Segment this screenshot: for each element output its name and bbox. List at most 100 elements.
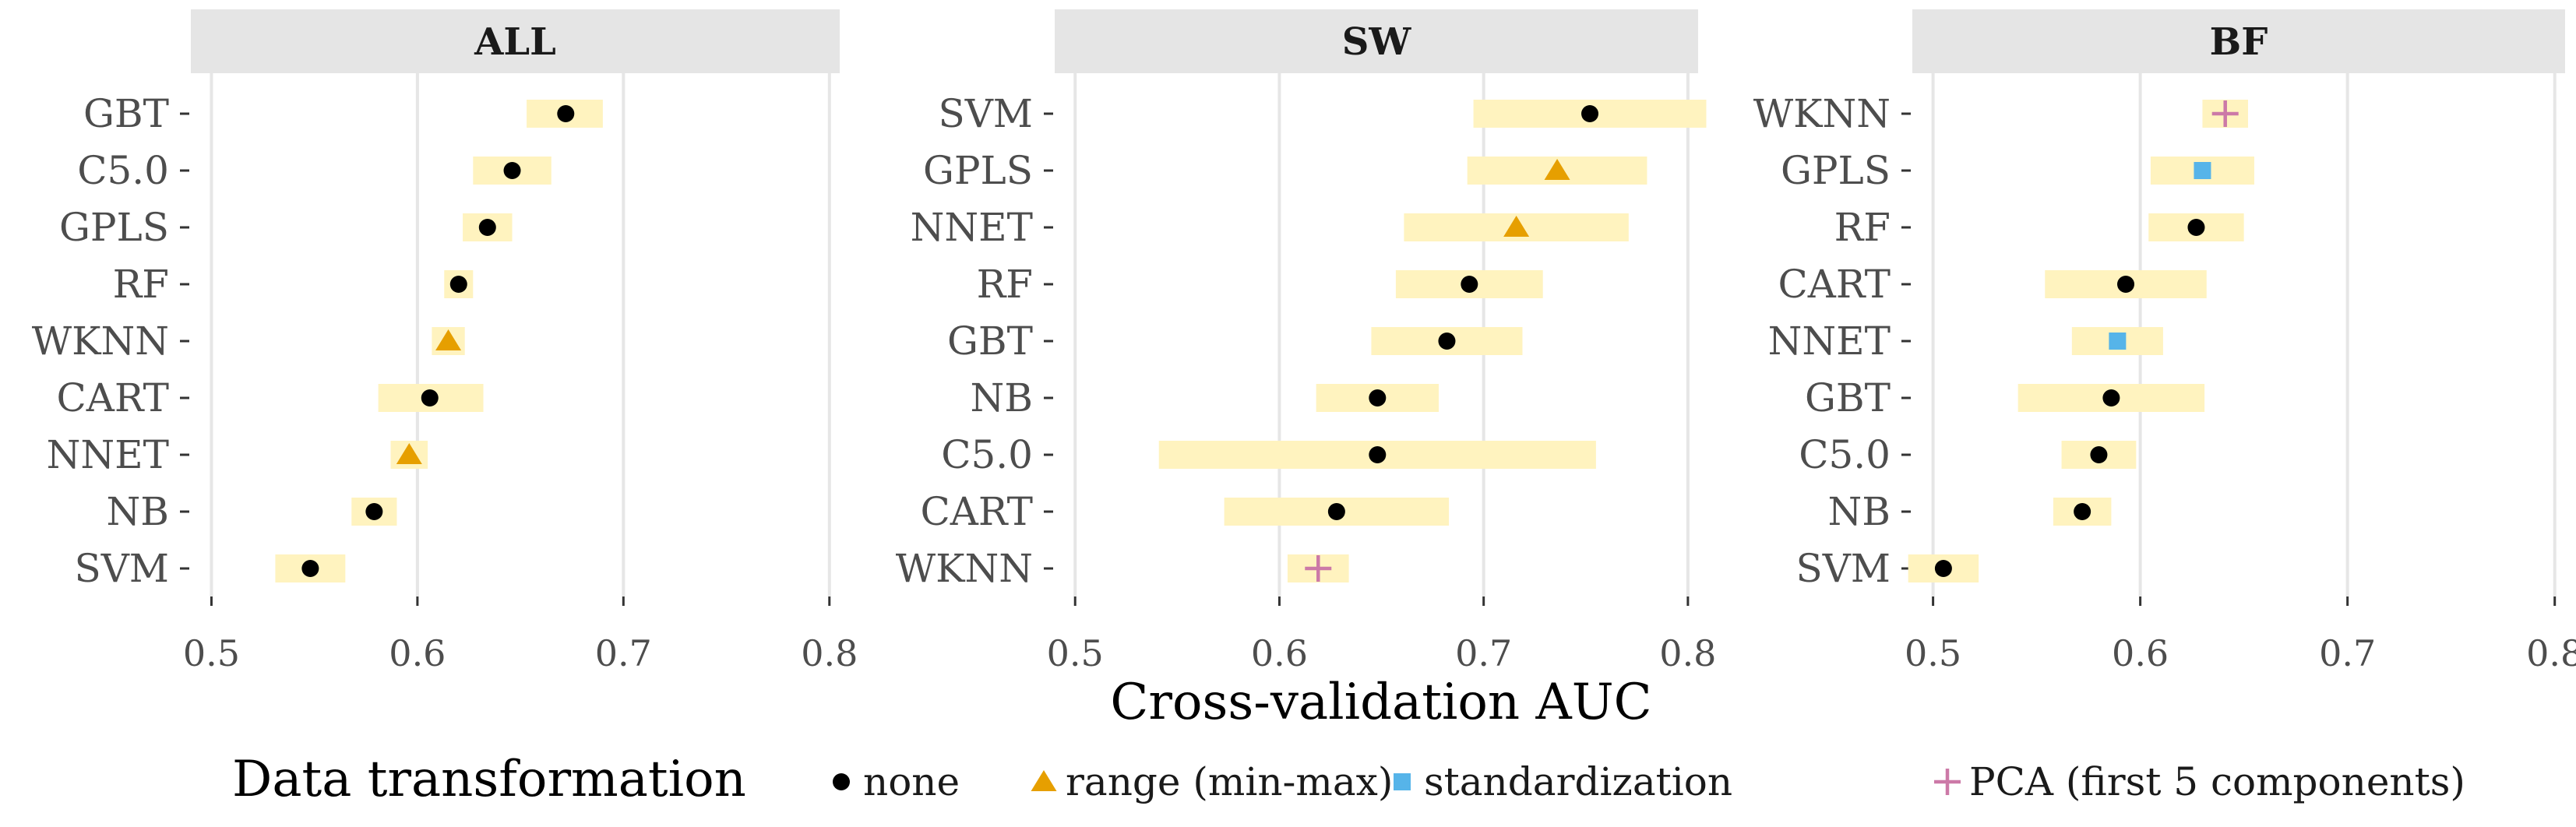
legend-key-standardization (1394, 773, 1411, 790)
category-label: RF (977, 262, 1033, 307)
point-none (365, 503, 383, 520)
row-nb: NB (1828, 489, 2112, 534)
panel-title: ALL (474, 20, 556, 64)
panels: ALL 0.5 0.6 0.7 0.8 GBT C5.0 GPLS RF WKNN CART NNET… (32, 9, 2576, 674)
category-label: GBT (1805, 375, 1891, 421)
point-none (301, 560, 319, 577)
row-nnet: NNET (1768, 318, 2163, 364)
panel-all: ALL 0.5 0.6 0.7 0.8 GBT C5.0 GPLS RF WKNN CART NNET… (32, 9, 858, 674)
category-label: C5.0 (1799, 432, 1891, 477)
row-c5-0: C5.0 (1799, 432, 2137, 477)
category-label: NNET (47, 432, 169, 477)
panel-title: SW (1342, 20, 1412, 64)
category-label: NB (107, 489, 170, 534)
point-none (1581, 105, 1599, 122)
point-none (1327, 503, 1345, 520)
category-label: GBT (83, 91, 169, 136)
category-label: GBT (947, 318, 1033, 364)
panel-bf: BF 0.5 0.6 0.7 0.8 WKNN GPLS RF CART NNET GBT C5.0 N… (1753, 9, 2576, 674)
row-svm: SVM (74, 546, 346, 591)
legend-key-none (833, 773, 850, 790)
row-nnet: NNET (47, 432, 428, 477)
legend-key-pca (1934, 769, 1961, 795)
legend-item-none: none (833, 759, 960, 804)
category-label: RF (1834, 205, 1891, 250)
x-tick-label: 0.7 (2319, 632, 2376, 674)
legend-item-standardization: standardization (1394, 759, 1732, 804)
category-label: RF (113, 262, 169, 307)
legend-label: standardization (1424, 759, 1732, 804)
row-gpls: GPLS (59, 205, 513, 250)
category-label: NB (1828, 489, 1891, 534)
point-none (2117, 276, 2135, 293)
point-standardization (2194, 162, 2211, 179)
legend-items: none range (min-max) standardization PCA (f… (833, 759, 2465, 804)
point-none (2090, 446, 2108, 463)
category-label: WKNN (1753, 91, 1891, 136)
category-label: CART (921, 489, 1033, 534)
category-label: GPLS (59, 205, 169, 250)
point-none (421, 389, 439, 406)
point-none (503, 162, 521, 179)
row-c5-0: C5.0 (941, 432, 1596, 477)
row-gbt: GBT (83, 91, 603, 136)
x-tick-label: 0.5 (1047, 632, 1104, 674)
row-rf: RF (113, 262, 474, 307)
point-none (478, 219, 496, 236)
point-none (557, 105, 575, 122)
row-nnet: NNET (911, 205, 1629, 250)
point-standardization (2109, 333, 2127, 350)
category-label: CART (57, 375, 169, 421)
point-none (2187, 219, 2205, 236)
x-axis-title: Cross-validation AUC (1110, 674, 1651, 731)
panel-title: BF (2210, 20, 2268, 64)
legend-title: Data transformation (232, 751, 746, 808)
category-label: GPLS (923, 148, 1033, 193)
row-wknn: WKNN (896, 546, 1349, 591)
category-label: CART (1778, 262, 1891, 307)
category-label: SVM (74, 546, 169, 591)
x-tick-label: 0.7 (1455, 632, 1512, 674)
x-tick-label: 0.5 (1905, 632, 1961, 674)
point-pca (2211, 100, 2239, 127)
category-label: WKNN (32, 318, 169, 364)
point-range (396, 443, 422, 464)
row-cart: CART (1778, 262, 2207, 307)
category-label: C5.0 (77, 148, 169, 193)
row-c5-0: C5.0 (77, 148, 551, 193)
row-gbt: GBT (1805, 375, 2205, 421)
x-tick-label: 0.6 (2112, 632, 2169, 674)
category-label: NB (971, 375, 1034, 421)
panel-strip (191, 9, 840, 73)
point-range (435, 329, 462, 350)
point-none (1369, 389, 1387, 406)
category-label: C5.0 (941, 432, 1033, 477)
legend-label: range (min-max) (1066, 759, 1393, 804)
row-wknn: WKNN (32, 318, 465, 364)
point-none (2102, 389, 2120, 406)
legend-item-pca: PCA (first 5 components) (1934, 759, 2465, 804)
x-tick-label: 0.5 (183, 632, 240, 674)
point-none (1438, 333, 1456, 350)
row-nb: NB (971, 375, 1439, 421)
point-range (1503, 216, 1530, 237)
row-nb: NB (107, 489, 397, 534)
category-label: NNET (911, 205, 1033, 250)
row-gbt: GBT (947, 318, 1523, 364)
point-pca (1305, 555, 1332, 582)
row-cart: CART (57, 375, 484, 421)
point-range (1544, 159, 1570, 180)
category-label: NNET (1768, 318, 1891, 364)
row-cart: CART (921, 489, 1450, 534)
point-none (1461, 276, 1478, 293)
x-tick-label: 0.6 (1251, 632, 1308, 674)
panel-strip (1912, 9, 2565, 73)
category-label: WKNN (896, 546, 1033, 591)
panel-sw: SW 0.5 0.6 0.7 0.8 SVM GPLS NNET RF GBT NB C5.0 CART… (896, 9, 1716, 674)
category-label: SVM (1795, 546, 1891, 591)
panel-strip (1055, 9, 1698, 73)
row-wknn: WKNN (1753, 91, 2248, 136)
row-rf: RF (977, 262, 1543, 307)
legend-label: none (863, 759, 960, 804)
